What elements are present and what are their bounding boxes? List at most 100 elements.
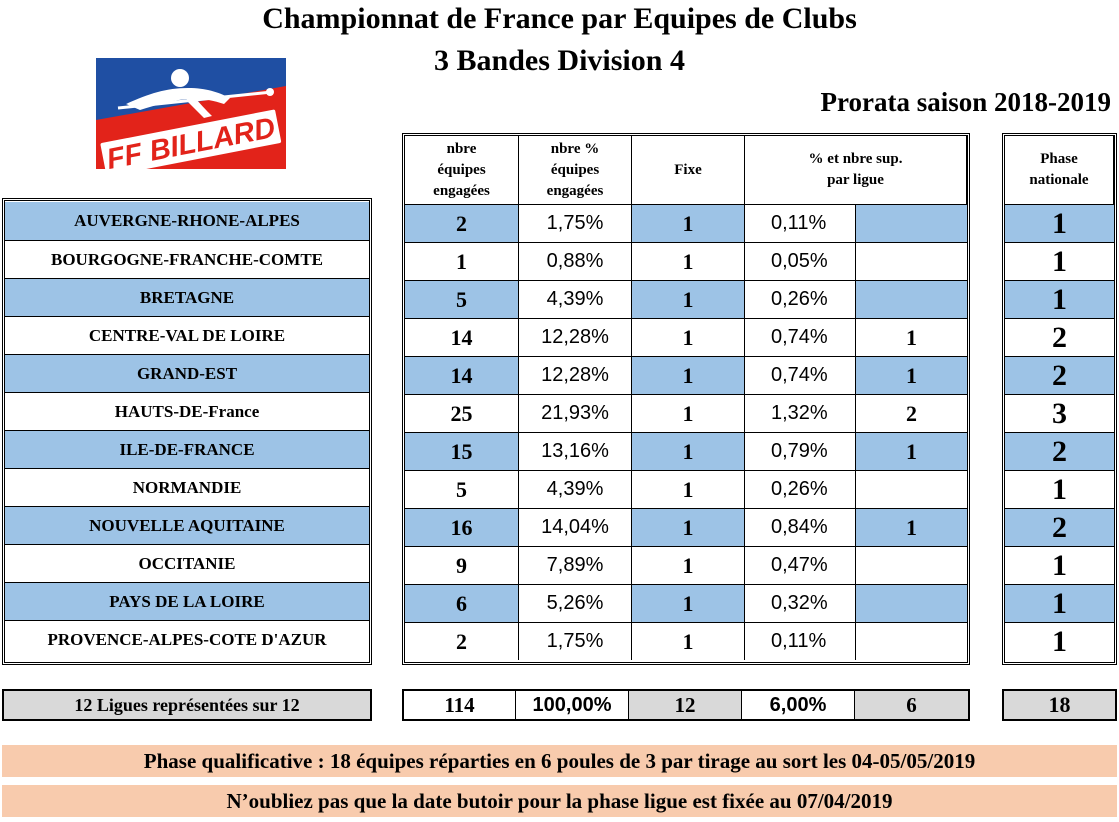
league-name: OCCITANIE bbox=[138, 553, 236, 573]
fixe-cell: 1 bbox=[632, 433, 745, 470]
sup-nbr-cell bbox=[856, 281, 967, 318]
national-cell: 2 bbox=[1052, 510, 1067, 544]
table-row: 6 5,26% 1 0,32% bbox=[405, 584, 967, 622]
league-name: HAUTS-DE-France bbox=[114, 401, 260, 421]
national-row: 3 bbox=[1005, 394, 1114, 432]
national-cell: 1 bbox=[1052, 244, 1067, 278]
league-row: GRAND-EST bbox=[5, 354, 369, 392]
sup-pct-cell: 0,11% bbox=[745, 623, 856, 660]
national-row: 2 bbox=[1005, 432, 1114, 470]
league-name: NORMANDIE bbox=[132, 477, 242, 497]
fixe-cell: 1 bbox=[632, 471, 745, 508]
league-name: AUVERGNE-RHONE-ALPES bbox=[74, 210, 300, 230]
teams-cell: 15 bbox=[405, 433, 519, 470]
sup-nbr-cell: 1 bbox=[906, 362, 917, 388]
teams-cell: 14 bbox=[405, 319, 519, 356]
table-row: 14 12,28% 1 0,74% 1 bbox=[405, 356, 967, 394]
sup-pct-cell: 1,32% bbox=[745, 395, 856, 432]
league-name: BRETAGNE bbox=[139, 287, 235, 307]
info-banner-qualification: Phase qualificative : 18 équipes réparti… bbox=[2, 745, 1117, 777]
national-cell: 1 bbox=[1052, 472, 1067, 506]
total-sup-pct: 6,00% bbox=[742, 691, 855, 719]
percent-cell: 5,26% bbox=[519, 585, 632, 622]
header-teams: nbre équipes engagées bbox=[405, 136, 519, 204]
national-cell: 1 bbox=[1052, 624, 1067, 658]
fixe-cell: 1 bbox=[632, 623, 745, 660]
league-row: NORMANDIE bbox=[5, 468, 369, 506]
league-row: BRETAGNE bbox=[5, 278, 369, 316]
table-row: 25 21,93% 1 1,32% 2 bbox=[405, 394, 967, 432]
league-row: CENTRE-VAL DE LOIRE bbox=[5, 316, 369, 354]
table-row: 2 1,75% 1 0,11% bbox=[405, 204, 967, 242]
national-row: 1 bbox=[1005, 470, 1114, 508]
totals-row: 114 100,00% 12 6,00% 6 bbox=[402, 689, 970, 721]
table-row: 2 1,75% 1 0,11% bbox=[405, 622, 967, 660]
teams-cell: 6 bbox=[405, 585, 519, 622]
league-name: NOUVELLE AQUITAINE bbox=[89, 515, 285, 535]
fixe-cell: 1 bbox=[632, 205, 745, 242]
ff-billard-logo: FF BILLARD bbox=[96, 58, 286, 169]
total-national: 18 bbox=[1002, 689, 1117, 721]
percent-cell: 14,04% bbox=[519, 509, 632, 546]
national-row: 1 bbox=[1005, 546, 1114, 584]
percent-cell: 7,89% bbox=[519, 547, 632, 584]
sup-nbr-cell: 2 bbox=[906, 400, 917, 426]
totals-label: 12 Ligues représentées sur 12 bbox=[2, 689, 372, 721]
fixe-cell: 1 bbox=[632, 243, 745, 280]
fixe-cell: 1 bbox=[632, 585, 745, 622]
national-cell: 1 bbox=[1052, 206, 1067, 240]
leagues-table: AUVERGNE-RHONE-ALPES BOURGOGNE-FRANCHE-CO… bbox=[2, 198, 372, 665]
sup-nbr-cell bbox=[856, 243, 967, 280]
table-row: 5 4,39% 1 0,26% bbox=[405, 280, 967, 318]
fixe-cell: 1 bbox=[632, 395, 745, 432]
sup-pct-cell: 0,47% bbox=[745, 547, 856, 584]
national-cell: 1 bbox=[1052, 548, 1067, 582]
sup-pct-cell: 0,84% bbox=[745, 509, 856, 546]
percent-cell: 13,16% bbox=[519, 433, 632, 470]
total-fixe: 12 bbox=[629, 691, 742, 719]
league-row: PROVENCE-ALPES-COTE D'AZUR bbox=[5, 620, 369, 658]
fixe-cell: 1 bbox=[632, 547, 745, 584]
national-cell: 3 bbox=[1052, 396, 1067, 430]
league-name: GRAND-EST bbox=[136, 363, 238, 383]
fixe-cell: 1 bbox=[632, 357, 745, 394]
national-row: 2 bbox=[1005, 318, 1114, 356]
league-row: BOURGOGNE-FRANCHE-COMTE bbox=[5, 240, 369, 278]
national-row: 1 bbox=[1005, 584, 1114, 622]
teams-cell: 9 bbox=[405, 547, 519, 584]
title-line-1: Championnat de France par Equipes de Clu… bbox=[262, 2, 857, 35]
league-row: NOUVELLE AQUITAINE bbox=[5, 506, 369, 544]
data-table: nbre équipes engagées nbre % équipes engagée… bbox=[402, 133, 970, 665]
table-row: 5 4,39% 1 0,26% bbox=[405, 470, 967, 508]
percent-cell: 1,75% bbox=[519, 623, 632, 660]
sup-nbr-cell bbox=[856, 547, 967, 584]
sup-nbr-cell: 1 bbox=[906, 514, 917, 540]
table-row: 9 7,89% 1 0,47% bbox=[405, 546, 967, 584]
sup-pct-cell: 0,74% bbox=[745, 357, 856, 394]
national-cell: 2 bbox=[1052, 320, 1067, 354]
teams-cell: 1 bbox=[405, 243, 519, 280]
league-row: AUVERGNE-RHONE-ALPES bbox=[5, 202, 369, 240]
fixe-cell: 1 bbox=[632, 281, 745, 318]
national-row: 2 bbox=[1005, 356, 1114, 394]
percent-cell: 1,75% bbox=[519, 205, 632, 242]
header-national: Phase nationale bbox=[1005, 136, 1114, 204]
sup-pct-cell: 0,32% bbox=[745, 585, 856, 622]
national-table: Phase nationale 1 1 1 2 2 3 2 1 2 1 1 1 bbox=[1002, 133, 1117, 665]
table-row: 16 14,04% 1 0,84% 1 bbox=[405, 508, 967, 546]
percent-cell: 12,28% bbox=[519, 319, 632, 356]
league-row: HAUTS-DE-France bbox=[5, 392, 369, 430]
league-row: ILE-DE-FRANCE bbox=[5, 430, 369, 468]
sup-nbr-cell: 1 bbox=[906, 438, 917, 464]
league-row: OCCITANIE bbox=[5, 544, 369, 582]
league-row: PAYS DE LA LOIRE bbox=[5, 582, 369, 620]
header-percent: nbre % équipes engagées bbox=[519, 136, 632, 204]
table-row: 15 13,16% 1 0,79% 1 bbox=[405, 432, 967, 470]
teams-cell: 2 bbox=[405, 205, 519, 242]
national-row: 1 bbox=[1005, 280, 1114, 318]
teams-cell: 16 bbox=[405, 509, 519, 546]
sup-nbr-cell bbox=[856, 623, 967, 660]
sup-pct-cell: 0,74% bbox=[745, 319, 856, 356]
sup-pct-cell: 0,26% bbox=[745, 471, 856, 508]
national-row: 2 bbox=[1005, 508, 1114, 546]
